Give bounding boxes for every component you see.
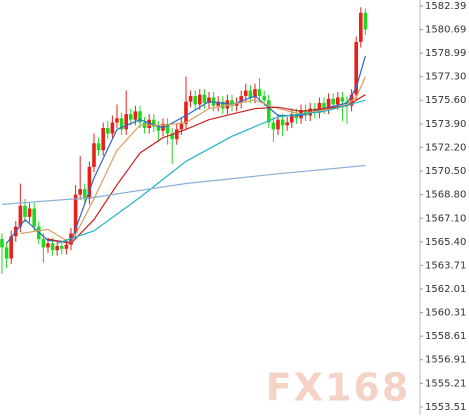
candle-body [105,128,110,134]
y-tick-label: 1573.90 [425,119,466,130]
candle-body [331,98,335,105]
y-tick-label: 1582.39 [425,1,466,12]
candle-body [271,122,276,130]
candle-body [151,119,156,127]
y-tick-label: 1580.69 [425,25,466,36]
moving-average-line [1,164,366,205]
candle-body [317,103,322,113]
y-tick-label: 1578.99 [425,48,466,59]
candle-body [128,114,133,120]
candle-body [294,114,299,119]
candle-body [124,114,128,130]
candle-body [170,133,174,140]
candle-body [18,205,23,227]
candle-body [285,122,289,126]
candle-body [4,247,9,259]
candle-body [165,123,170,134]
y-tick-label: 1562.01 [425,284,466,295]
y-tick-label: 1556.91 [425,355,466,366]
candle-body [197,94,202,105]
candle-body [133,111,138,120]
candle-body [115,118,119,123]
y-tick-label: 1568.80 [425,190,466,201]
candle-body [41,239,46,248]
candle-body [92,143,96,167]
candle-body [289,114,294,123]
candle-body [156,126,161,131]
candle-body [55,246,59,251]
candle-body [184,101,188,124]
candle-body [230,100,234,106]
candle-body [257,89,262,97]
candle-body [234,103,239,106]
y-tick-label: 1563.71 [425,260,466,271]
candle-body [358,12,363,42]
y-tick-label: 1565.40 [425,237,466,248]
candle-body [119,118,124,130]
moving-average-line [20,76,366,245]
candle-body [82,189,87,199]
candle-body [312,108,317,113]
candle-body [64,244,69,249]
candle-body [202,94,207,104]
y-tick-label: 1560.31 [425,308,466,319]
candle-body [248,90,253,98]
candle-body [0,239,4,248]
y-tick-label: 1577.30 [425,72,466,83]
candle-body [73,194,78,234]
candle-body [276,119,280,130]
candle-body [50,243,55,251]
candle-body [179,123,184,130]
candle-body [9,236,13,259]
candle-body [239,96,243,104]
candle-body [59,246,64,249]
candle-body [335,97,340,105]
candle-body [354,41,358,95]
candle-body [193,96,197,105]
candle-body [340,97,345,102]
candle-body [363,12,368,30]
candle-body [96,143,101,151]
y-tick-label: 1555.21 [425,378,466,389]
candle-body [280,119,285,126]
candle-body [32,208,36,227]
candle-body [253,89,257,98]
y-tick-label: 1572.20 [425,142,466,153]
candle-body [174,129,179,140]
candle-body [138,111,142,123]
candle-body [262,96,266,101]
candle-body [266,100,271,123]
candle-body [101,128,105,151]
candle-body [243,90,248,97]
candle-body [147,119,151,129]
y-tick-label: 1567.10 [425,213,466,224]
candle-body [322,103,326,109]
candle-body [161,123,165,131]
y-tick-label: 1558.61 [425,331,466,342]
candle-body [46,243,50,248]
candle-body [27,208,32,217]
candle-body [207,97,211,104]
moving-average-line [47,94,366,244]
candle-body [78,189,82,195]
candle-body [23,205,27,217]
y-tick-label: 1575.60 [425,95,466,106]
y-tick-label: 1570.50 [425,166,466,177]
candle-body [110,122,115,134]
candle-body [87,166,92,199]
candle-body [188,96,193,102]
candle-body [326,98,331,109]
watermark: FX168 [266,366,411,410]
moving-average-line [57,99,366,244]
y-tick-label: 1553.51 [425,402,466,413]
candle-body [216,101,220,106]
candle-body [220,101,225,109]
